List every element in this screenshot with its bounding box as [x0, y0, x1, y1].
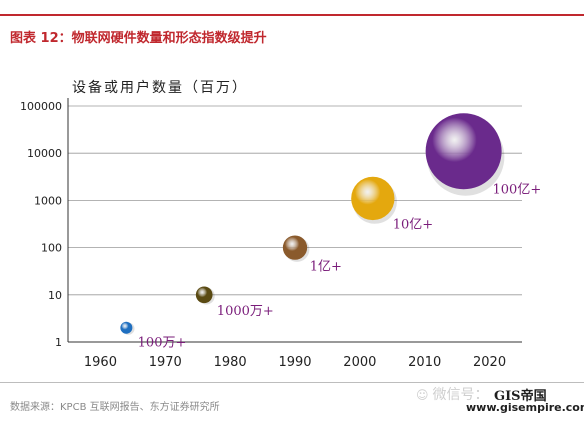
source-note: 数据来源：KPCB 互联网报告、东方证券研究所 — [10, 402, 220, 413]
wechat-icon: ☺ — [416, 388, 429, 402]
bubble-label: 10亿+ — [393, 218, 433, 233]
x-tick-label: 2020 — [473, 355, 506, 370]
data-bubble — [120, 321, 133, 334]
watermark-logo: GIS帝国 — [494, 389, 547, 404]
data-bubble — [425, 113, 502, 190]
x-tick-label: 1960 — [84, 355, 117, 370]
y-tick-label: 1 — [55, 336, 62, 349]
title-rule — [0, 14, 584, 16]
bubble-label: 100亿+ — [493, 183, 542, 198]
data-bubble — [282, 235, 308, 260]
y-tick-label: 100000 — [20, 100, 62, 113]
iot-growth-chart: 1 10 100 1000 10000 100000 1960 1970 1980 1990 200… — [20, 79, 542, 370]
y-axis-title: 设备或用户数量（百万） — [72, 79, 248, 96]
watermark-text: 微信号： — [432, 387, 489, 403]
x-tick-label: 1970 — [149, 355, 182, 370]
y-tick-label: 10000 — [27, 147, 62, 160]
watermark: ☺ 微信号： — [416, 384, 489, 404]
x-tick-label: 1980 — [214, 355, 247, 370]
x-tick-label: 2010 — [408, 355, 441, 370]
bubble-label: 1000万+ — [217, 304, 274, 319]
x-tick-label: 2000 — [343, 355, 376, 370]
bubble-label: 1亿+ — [310, 260, 342, 275]
bubble-label: 100万+ — [138, 335, 187, 350]
x-tick-label: 1990 — [278, 355, 311, 370]
watermark-url: www.gisempire.com — [466, 401, 584, 414]
y-tick-label: 100 — [41, 242, 62, 255]
data-bubble — [351, 176, 395, 221]
y-tick-label: 10 — [48, 289, 62, 302]
figure-title: 图表 12：物联网硬件数量和形态指数级提升 — [10, 31, 267, 46]
y-tick-label: 1000 — [34, 194, 62, 207]
data-bubble — [195, 286, 213, 304]
footer-rule — [0, 382, 584, 383]
